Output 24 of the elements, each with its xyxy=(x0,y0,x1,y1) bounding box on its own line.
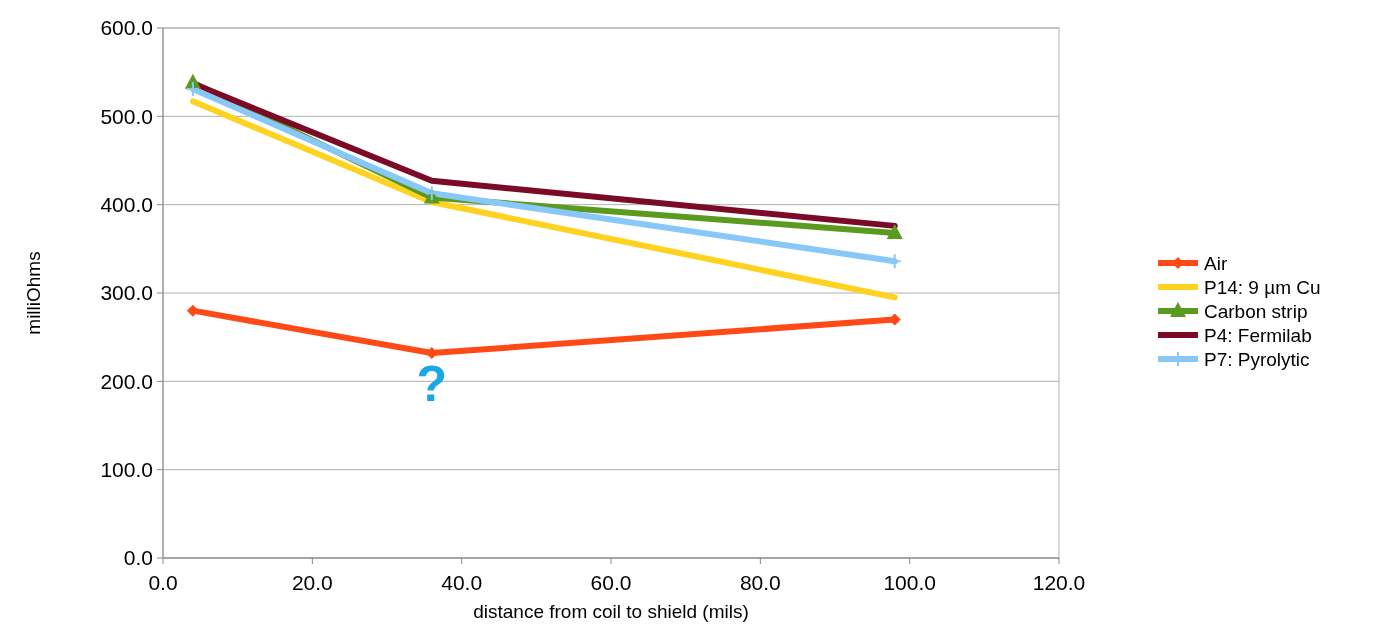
x-tick-label: 80.0 xyxy=(739,571,781,594)
y-tick-label: 200.0 xyxy=(100,369,153,393)
x-tick-label: 120.0 xyxy=(1032,571,1086,594)
legend-label: P14: 9 µm Cu xyxy=(1204,276,1321,298)
legend-label: Air xyxy=(1204,252,1228,274)
x-tick-label: 20.0 xyxy=(291,571,333,594)
legend-label: P7: Pyrolytic xyxy=(1204,348,1310,370)
point xyxy=(886,223,903,239)
y-tick-label: 400.0 xyxy=(100,193,153,217)
legend-label: P4: Fermilab xyxy=(1204,324,1312,346)
legend-label: Carbon strip xyxy=(1204,300,1308,322)
x-axis-title: distance from coil to shield (mils) xyxy=(473,601,749,622)
y-axis-title: milliOhms xyxy=(23,251,44,335)
x-tick-label: 0.0 xyxy=(148,571,178,594)
y-tick-label: 300.0 xyxy=(100,281,153,305)
y-tick-label: 600.0 xyxy=(100,16,153,40)
point xyxy=(185,80,200,97)
y-tick-label: 500.0 xyxy=(100,104,153,128)
x-tick-label: 60.0 xyxy=(590,571,632,594)
y-tick-label: 0.0 xyxy=(123,546,153,570)
x-tick-label: 100.0 xyxy=(883,571,936,594)
annotation: ? xyxy=(416,356,448,413)
y-tick-label: 100.0 xyxy=(100,458,153,482)
x-tick-label: 40.0 xyxy=(441,571,483,594)
